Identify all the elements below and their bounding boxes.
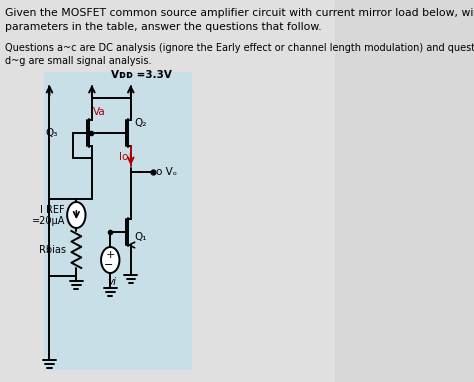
Text: Va: Va: [92, 107, 105, 117]
Text: Questions a~c are DC analysis (ignore the Early effect or channel length modulat: Questions a~c are DC analysis (ignore th…: [5, 43, 474, 53]
Text: Io: Io: [119, 152, 128, 162]
Text: Vᴅᴅ =3.3V: Vᴅᴅ =3.3V: [111, 70, 172, 80]
Text: vi: vi: [107, 277, 116, 287]
Bar: [44, 72, 192, 370]
Circle shape: [67, 202, 85, 228]
Text: Q₁: Q₁: [134, 232, 147, 242]
Text: d~g are small signal analysis.: d~g are small signal analysis.: [5, 56, 152, 66]
Text: =20μA: =20μA: [32, 216, 65, 226]
Text: +: +: [106, 250, 115, 260]
Text: Q₂: Q₂: [134, 118, 146, 128]
Text: Rbias: Rbias: [39, 244, 66, 254]
Text: parameters in the table, answer the questions that follow.: parameters in the table, answer the ques…: [5, 22, 321, 32]
Text: Given the MOSFET common source amplifier circuit with current mirror load below,: Given the MOSFET common source amplifier…: [5, 8, 474, 18]
Text: Q₃: Q₃: [45, 128, 58, 138]
Circle shape: [101, 247, 119, 273]
Text: −: −: [104, 260, 114, 270]
Text: I REF: I REF: [40, 205, 65, 215]
Text: o Vₒ: o Vₒ: [155, 167, 176, 177]
